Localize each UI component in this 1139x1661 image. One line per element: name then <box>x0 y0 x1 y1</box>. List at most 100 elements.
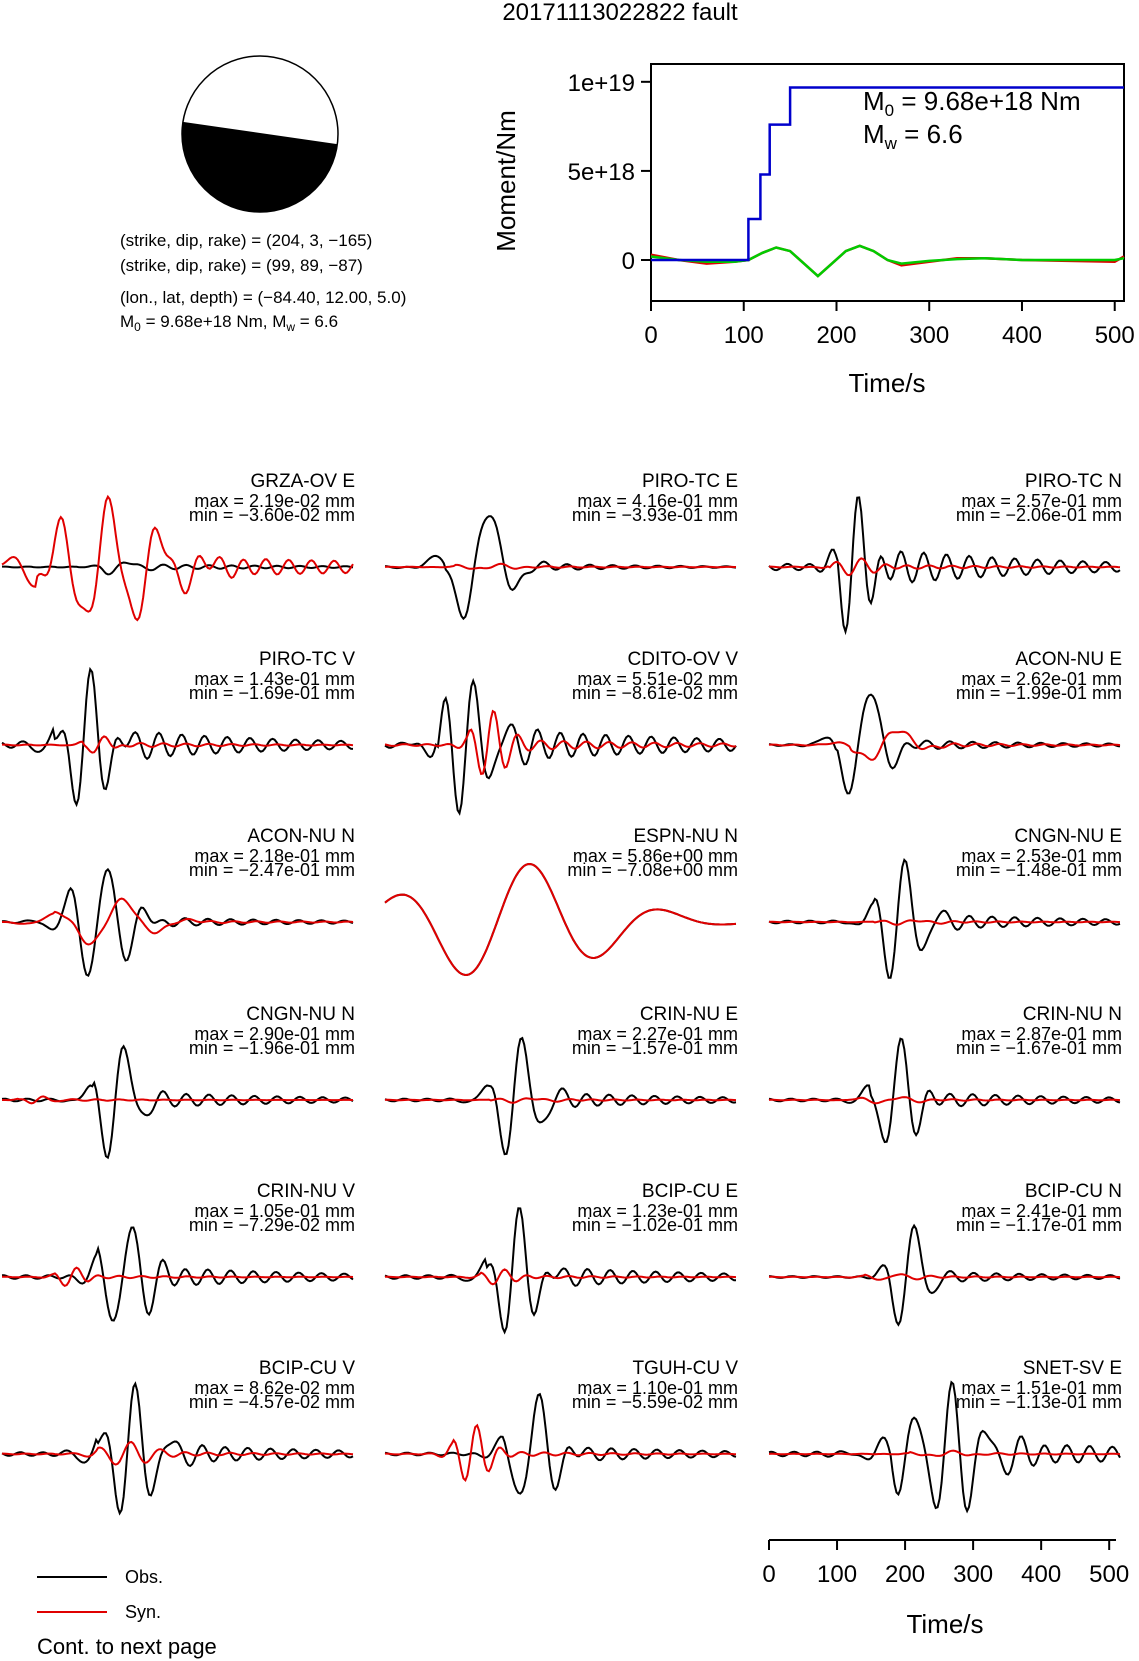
moment-ytick-label: 5e+18 <box>568 159 635 186</box>
time-axis-tick-label: 500 <box>1089 1561 1129 1588</box>
synthetic-waveform <box>768 1449 1121 1457</box>
synthetic-waveform <box>768 919 1121 926</box>
panel-max-label: max = 1.51e-01 mm <box>961 1378 1122 1398</box>
moment-plot-frame <box>650 63 1125 302</box>
panel-min-label: min = −4.57e-02 mm <box>189 1392 355 1412</box>
synthetic-waveform <box>2 1095 353 1105</box>
panel-max-label: max = 1.23e-01 mm <box>577 1201 738 1221</box>
panel-min-label: min = −3.60e-02 mm <box>189 505 355 525</box>
panel-min-label: min = −1.99e-01 mm <box>956 683 1122 703</box>
panel-station-label: TGUH-CU V <box>632 1358 738 1379</box>
panel-max-label: max = 2.18e-01 mm <box>194 846 355 866</box>
moment-xtick-label: 200 <box>816 322 856 349</box>
panel-min-label: min = −5.59e-02 mm <box>572 1392 738 1412</box>
panel-station-label: ESPN-NU N <box>633 826 738 847</box>
panel-min-label: min = −7.29e-02 mm <box>189 1215 355 1235</box>
panel-min-label: min = −8.61e-02 mm <box>572 683 738 703</box>
moment-xtick-label: 0 <box>644 322 657 349</box>
moment-plot-ylabel: Moment/Nm <box>491 110 521 252</box>
moment-xtick-label: 400 <box>1002 322 1042 349</box>
focal-mechanism-beachball <box>181 55 339 213</box>
waveform-time-axis: 0 100 200 300 400 500 <box>762 1539 1129 1588</box>
synthetic-waveform <box>1 494 354 622</box>
moment-ytick-label: 1e+19 <box>568 70 635 97</box>
time-axis-tick-label: 0 <box>762 1561 775 1588</box>
mechanism-moment-line: M0 = 9.68e+18 Nm, Mw = 6.6 <box>120 312 338 334</box>
panel-station-label: PIRO-TC V <box>259 649 355 670</box>
moment-cumulative-line <box>651 86 1124 262</box>
legend-obs-label: Obs. <box>125 1567 163 1587</box>
panel-max-label: max = 2.27e-01 mm <box>577 1024 738 1044</box>
synthetic-waveform <box>384 709 737 776</box>
synthetic-waveform <box>2 1266 354 1288</box>
panel-station-label: ACON-NU N <box>247 826 355 847</box>
panel-min-label: min = −2.47e-01 mm <box>189 860 355 880</box>
panel-min-label: min = −1.17e-01 mm <box>956 1215 1122 1235</box>
moment-xtick-label: 500 <box>1095 322 1135 349</box>
synthetic-waveform <box>384 1268 737 1286</box>
time-axis-tick-label: 400 <box>1021 1561 1061 1588</box>
panel-station-label: BCIP-CU V <box>259 1358 355 1379</box>
panel-max-label: max = 5.86e+00 mm <box>573 846 738 866</box>
panel-station-label: PIRO-TC N <box>1025 471 1122 492</box>
panel-station-label: ACON-NU E <box>1015 649 1122 670</box>
panel-max-label: max = 2.19e-02 mm <box>194 491 355 511</box>
synthetic-waveform <box>384 562 736 570</box>
observed-waveform <box>768 693 1121 795</box>
synthetic-waveform <box>769 557 1121 577</box>
panel-max-label: max = 1.05e-01 mm <box>194 1201 355 1221</box>
panel-min-label: min = −3.93e-01 mm <box>572 505 738 525</box>
panel-station-label: CRIN-NU E <box>640 1004 738 1025</box>
waveform-time-axis-label: Time/s <box>906 1609 983 1639</box>
synthetic-waveform <box>768 1273 1121 1281</box>
synthetic-waveform <box>385 1423 737 1482</box>
panel-max-label: max = 2.57e-01 mm <box>961 491 1122 511</box>
panel-min-label: min = −1.69e-01 mm <box>189 683 355 703</box>
moment-plot-mw-annotation: Mw = 6.6 <box>863 119 963 153</box>
observed-waveform <box>384 1392 737 1495</box>
panel-min-label: min = −1.57e-01 mm <box>572 1038 738 1058</box>
observed-waveform <box>1 666 354 808</box>
moment-plot-series <box>650 86 1125 278</box>
legend-syn-label: Syn. <box>125 1602 161 1622</box>
panel-max-label: max = 5.51e-02 mm <box>577 669 738 689</box>
panel-max-label: max = 2.53e-01 mm <box>961 846 1122 866</box>
panel-min-label: min = −2.06e-01 mm <box>956 505 1122 525</box>
observed-waveform <box>1 1381 354 1516</box>
moment-xtick-label: 100 <box>724 322 764 349</box>
synthetic-waveform <box>2 735 354 754</box>
mechanism-plane2: (strike, dip, rake) = (99, 89, −87) <box>120 256 363 275</box>
synthetic-waveform <box>1 897 354 946</box>
observed-waveform <box>384 677 737 816</box>
observed-waveform <box>1 1226 354 1322</box>
panel-station-label: GRZA-OV E <box>250 471 355 492</box>
panel-max-label: max = 4.16e-01 mm <box>577 491 738 511</box>
observed-waveform <box>768 1223 1121 1327</box>
observed-waveform <box>384 862 737 977</box>
moment-plot-yaxis: 0 5e+18 1e+19 <box>568 70 651 275</box>
synthetic-waveform <box>384 862 737 977</box>
panel-min-label: min = −1.67e-01 mm <box>956 1038 1122 1058</box>
synthetic-waveform <box>2 1440 354 1466</box>
moment-ytick-label: 0 <box>622 248 635 275</box>
panel-station-label: BCIP-CU N <box>1025 1181 1122 1202</box>
panel-max-label: max = 2.90e-01 mm <box>194 1024 355 1044</box>
panel-max-label: max = 2.87e-01 mm <box>961 1024 1122 1044</box>
synthetic-waveform <box>768 1096 1121 1105</box>
page-title: 20171113022822 fault <box>502 0 738 26</box>
panel-min-label: min = −1.02e-01 mm <box>572 1215 738 1235</box>
